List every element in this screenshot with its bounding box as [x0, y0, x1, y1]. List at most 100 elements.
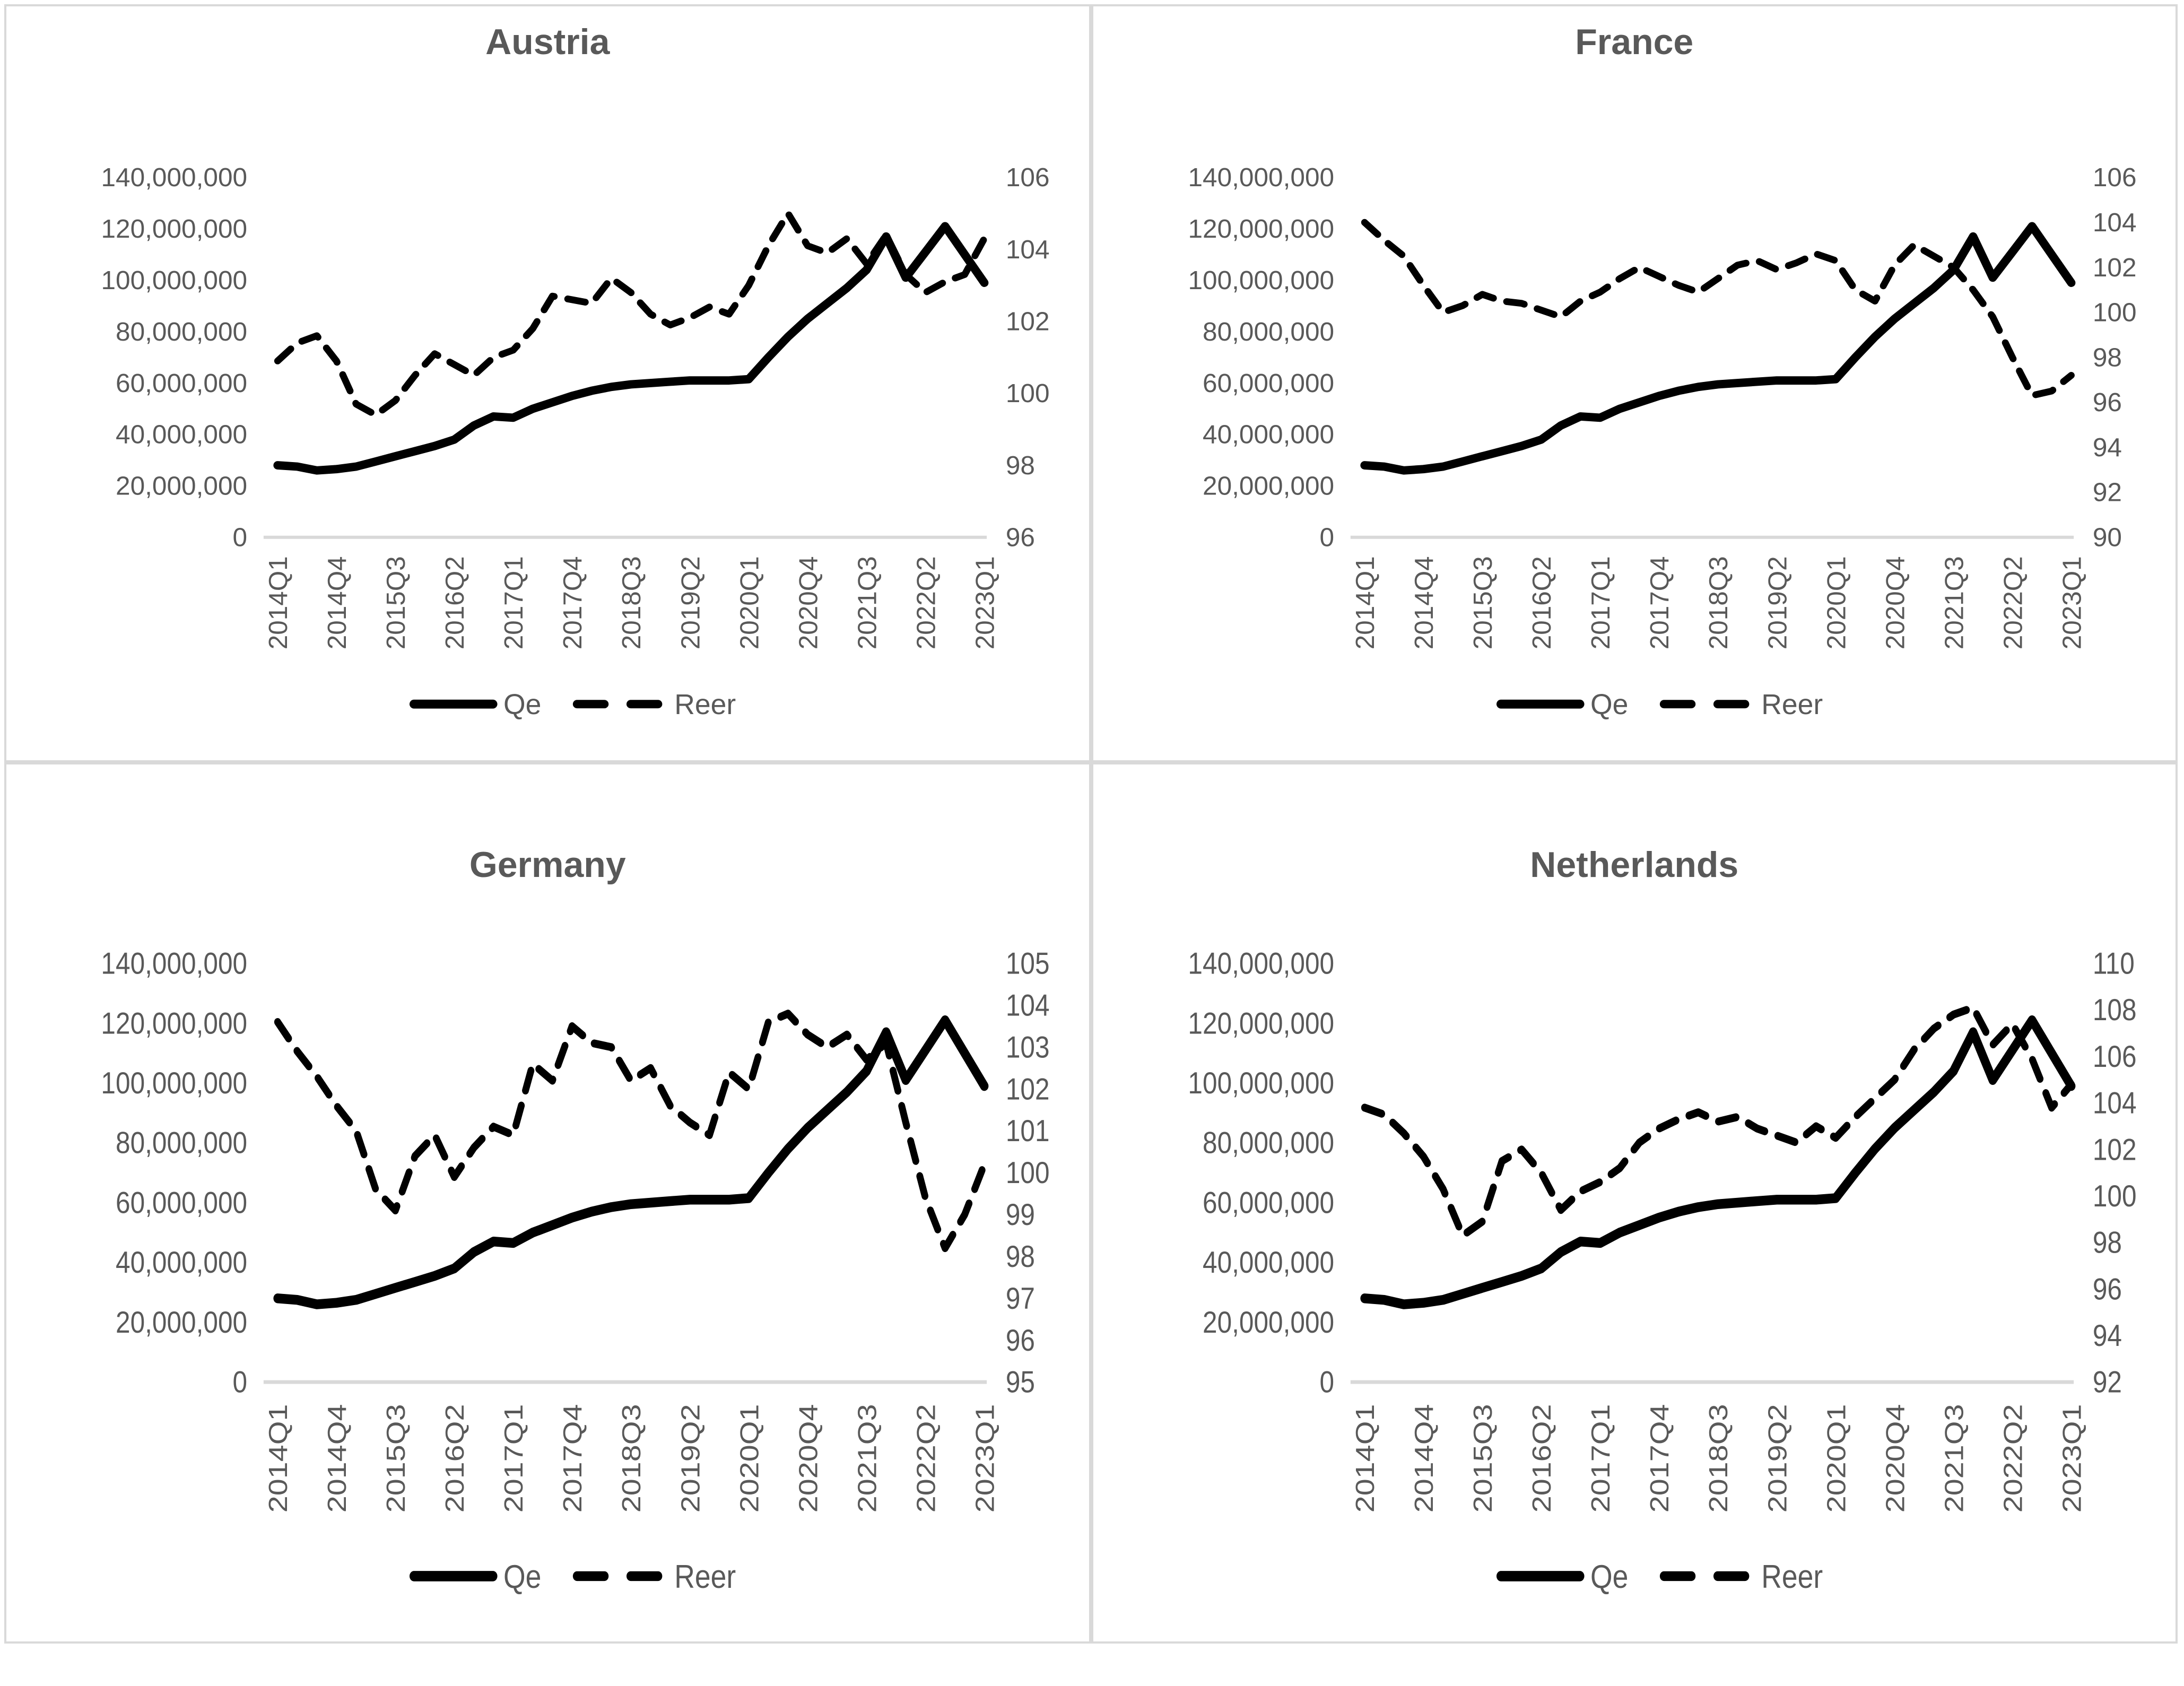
left-axis-tick-label: 20,000,000: [1203, 472, 1334, 501]
x-axis-tick-label: 2021Q3: [1939, 556, 1969, 649]
right-axis-tick-label: 100: [2092, 298, 2136, 327]
x-axis-tick-label: 2017Q1: [499, 1404, 528, 1513]
legend-reer-label: Reer: [1761, 689, 1823, 720]
right-axis-tick-label: 106: [1006, 163, 1050, 192]
right-axis-tick-label: 100: [2092, 1179, 2136, 1213]
right-axis-tick-label: 96: [1006, 1323, 1035, 1357]
legend-reer-label: Reer: [674, 1559, 736, 1595]
x-axis-tick-label: 2016Q2: [440, 556, 469, 649]
left-axis-tick-label: 20,000,000: [116, 1306, 247, 1340]
right-axis-tick-label: 95: [1006, 1365, 1035, 1399]
x-axis-tick-label: 2022Q2: [911, 1404, 941, 1513]
chart-title-france: France: [1575, 22, 1694, 62]
right-axis-tick-label: 92: [2092, 478, 2121, 507]
right-axis-tick-label: 98: [2092, 1226, 2121, 1259]
x-axis-tick-label: 2018Q3: [617, 1404, 646, 1513]
left-axis-tick-label: 0: [233, 1365, 248, 1399]
right-axis-tick-label: 97: [1006, 1281, 1035, 1315]
legend-reer-label: Reer: [674, 689, 736, 720]
left-axis-tick-label: 120,000,000: [1188, 214, 1334, 244]
left-axis-tick-label: 60,000,000: [1203, 369, 1334, 398]
x-axis-tick-label: 2014Q1: [1350, 1404, 1379, 1513]
right-axis-tick-label: 100: [1006, 1156, 1050, 1190]
legend-reer-label: Reer: [1761, 1559, 1823, 1595]
left-axis-tick-label: 60,000,000: [116, 369, 247, 398]
france-chart-canvas: 140,000,000 120,000,000 100,000,000 80,000,…: [1188, 163, 2136, 720]
left-axis-tick-label: 100,000,000: [1188, 1066, 1334, 1100]
x-axis-tick-label: 2022Q2: [1998, 556, 2028, 649]
x-axis-tick-label: 2020Q1: [1822, 556, 1851, 649]
x-axis-tick-label: 2014Q4: [323, 1404, 352, 1513]
series-reer-line: [1361, 1003, 2075, 1240]
right-axis-tick-label: 103: [1006, 1030, 1050, 1064]
left-axis-tick-label: 40,000,000: [116, 1246, 247, 1280]
left-axis-tick-label: 80,000,000: [116, 317, 247, 346]
x-axis-tick-label: 2023Q1: [970, 1404, 999, 1513]
left-axis-tick-label: 60,000,000: [1203, 1186, 1334, 1220]
x-axis-tick-label: 2014Q4: [323, 556, 352, 649]
x-axis-tick-label: 2017Q4: [1644, 1404, 1674, 1513]
x-axis-tick-label: 2020Q4: [1881, 556, 1910, 649]
chart-panel-austria: Austria 140,000,000 120,000,000 100,000,00…: [4, 4, 1091, 762]
right-axis-tick-label: 96: [1006, 523, 1035, 552]
x-axis-tick-label: 2014Q1: [264, 1404, 293, 1513]
legend-qe-label: Qe: [1590, 1559, 1628, 1595]
austria-chart-canvas: 140,000,000 120,000,000 100,000,000 80,000,…: [101, 163, 1050, 720]
netherlands-chart-canvas: 140,000,000 120,000,000 100,000,000 80,000,…: [1188, 946, 2136, 1595]
series-reer-line: [274, 210, 988, 419]
x-axis-tick-label: 2019Q2: [676, 1404, 705, 1513]
x-axis-tick-label: 2019Q2: [676, 556, 705, 649]
left-axis-tick-label: 0: [233, 523, 248, 552]
left-axis-tick-label: 40,000,000: [1203, 1246, 1334, 1280]
left-axis-tick-label: 140,000,000: [101, 163, 247, 192]
x-axis-tick-label: 2022Q2: [1998, 1404, 2028, 1513]
left-axis-tick-label: 80,000,000: [1203, 317, 1334, 346]
chart-panel-netherlands: Netherlands 140,000,000 120,000,000 100,00…: [1091, 762, 2178, 1644]
right-axis-tick-label: 96: [2092, 388, 2121, 417]
x-axis-tick-label: 2023Q1: [970, 556, 999, 649]
right-axis-tick-label: 100: [1006, 379, 1050, 408]
chart-panel-germany: Germany 140,000,000 120,000,000 100,000,00…: [4, 762, 1091, 1644]
series-qe-line: [1360, 1015, 2075, 1309]
x-axis-tick-label: 2021Q3: [852, 1404, 882, 1513]
right-axis-tick-label: 90: [2092, 523, 2121, 552]
right-axis-tick-label: 92: [2092, 1365, 2121, 1399]
right-axis-tick-label: 104: [2092, 208, 2136, 237]
series-reer-line: [1361, 219, 2075, 399]
left-axis-tick-label: 140,000,000: [1188, 163, 1334, 192]
x-axis-tick-label: 2019Q2: [1763, 556, 1792, 649]
legend-qe-label: Qe: [503, 689, 541, 720]
series-reer-line: [274, 1010, 988, 1253]
x-axis-tick-label: 2020Q1: [735, 556, 764, 649]
right-axis-tick-label: 98: [1006, 1240, 1035, 1274]
left-axis-tick-label: 0: [1319, 523, 1334, 552]
x-axis-tick-label: 2019Q2: [1762, 1404, 1791, 1513]
left-axis-tick-label: 140,000,000: [101, 946, 247, 980]
x-axis-tick-label: 2023Q1: [2057, 556, 2086, 649]
right-axis-tick-label: 110: [2092, 946, 2134, 980]
left-axis-tick-label: 120,000,000: [101, 214, 247, 244]
germany-chart-canvas: 140,000,000 120,000,000 100,000,000 80,000,…: [101, 946, 1050, 1595]
right-axis-tick-label: 102: [1006, 1072, 1050, 1106]
x-axis-tick-label: 2015Q3: [1468, 556, 1498, 649]
left-axis-tick-label: 100,000,000: [101, 266, 247, 295]
series-qe-line: [273, 222, 989, 475]
chart-title-austria: Austria: [485, 22, 610, 62]
x-axis-tick-label: 2017Q1: [499, 556, 528, 649]
x-axis-tick-label: 2014Q1: [1351, 556, 1380, 649]
x-axis-tick-label: 2017Q4: [558, 556, 587, 649]
x-axis-tick-label: 2017Q1: [1586, 556, 1615, 649]
x-axis-tick-label: 2016Q2: [1527, 556, 1556, 649]
right-axis-tick-label: 102: [2092, 1133, 2136, 1167]
left-axis-tick-label: 140,000,000: [1188, 946, 1334, 980]
right-axis-tick-label: 104: [1006, 988, 1050, 1022]
right-axis-tick-label: 99: [1006, 1198, 1035, 1232]
right-axis-tick-label: 106: [2092, 163, 2136, 192]
legend-qe-label: Qe: [1590, 689, 1628, 720]
left-axis-tick-label: 100,000,000: [1188, 266, 1334, 295]
x-axis-tick-label: 2017Q1: [1586, 1404, 1615, 1513]
x-axis-tick-label: 2022Q2: [911, 556, 941, 649]
x-axis-tick-label: 2014Q4: [1409, 1404, 1438, 1513]
right-axis-tick-label: 96: [2092, 1272, 2121, 1306]
series-qe-line: [1360, 222, 2075, 475]
